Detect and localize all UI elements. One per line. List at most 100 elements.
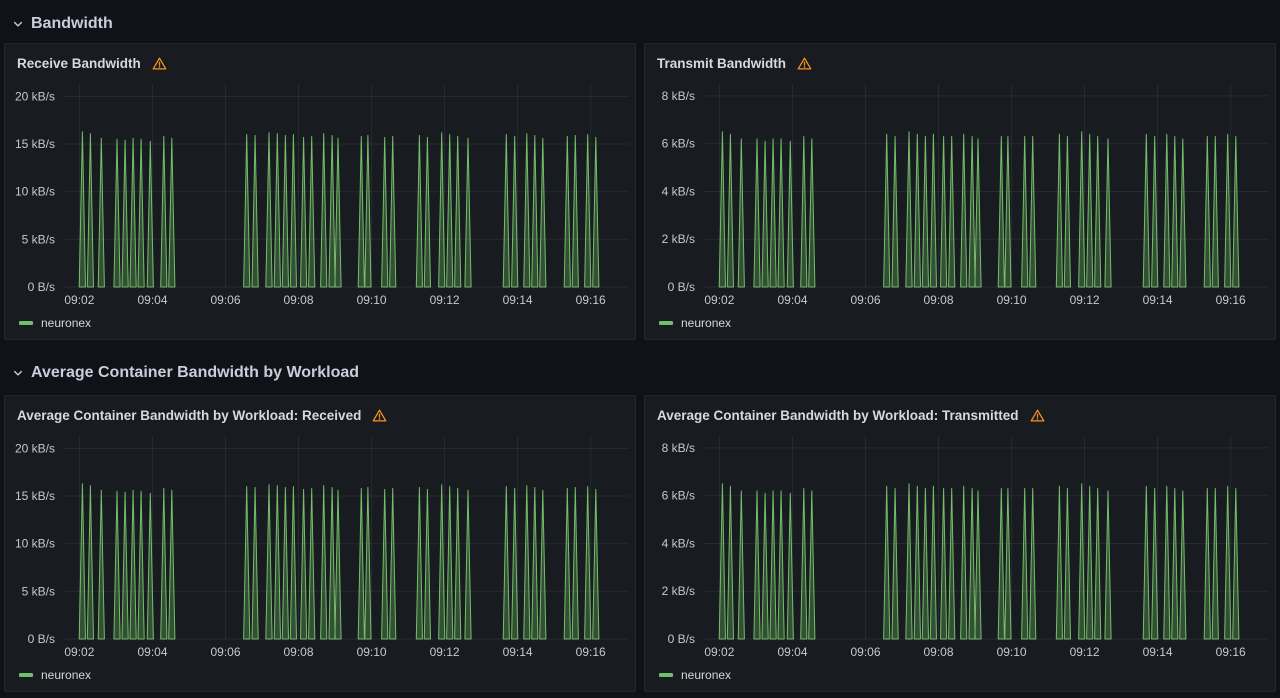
- svg-text:15 kB/s: 15 kB/s: [15, 489, 55, 503]
- svg-text:09:06: 09:06: [210, 645, 240, 659]
- panel-row-1: Receive Bandwidth 09:02 09:04 09:06 09:08 09…: [0, 43, 1280, 340]
- svg-text:09:10: 09:10: [997, 645, 1027, 659]
- svg-text:2 kB/s: 2 kB/s: [662, 232, 695, 246]
- svg-text:09:06: 09:06: [850, 645, 880, 659]
- svg-text:09:04: 09:04: [137, 645, 167, 659]
- svg-text:09:04: 09:04: [137, 293, 167, 307]
- legend-item-neuronex[interactable]: neuronex: [19, 668, 91, 682]
- legend-item-neuronex[interactable]: neuronex: [19, 316, 91, 330]
- svg-text:09:12: 09:12: [1070, 645, 1100, 659]
- svg-text:09:08: 09:08: [923, 645, 953, 659]
- warning-icon[interactable]: [372, 408, 387, 423]
- svg-text:09:04: 09:04: [777, 645, 807, 659]
- svg-text:09:08: 09:08: [923, 293, 953, 307]
- svg-text:09:14: 09:14: [1143, 293, 1173, 307]
- chart-canvas[interactable]: 09:02 09:04 09:06 09:08 09:10 09:12 09:14 09:16…: [7, 76, 637, 309]
- svg-text:20 kB/s: 20 kB/s: [15, 89, 55, 103]
- legend-label: neuronex: [41, 668, 92, 682]
- panel-avg-workload-received: Average Container Bandwidth by Workload:…: [4, 395, 636, 692]
- legend: neuronex: [645, 661, 1275, 691]
- svg-text:5 kB/s: 5 kB/s: [22, 232, 55, 246]
- svg-text:09:02: 09:02: [704, 645, 734, 659]
- panel-avg-workload-transmitted: Average Container Bandwidth by Workload:…: [644, 395, 1276, 692]
- chart-avg-workload-transmitted[interactable]: 09:02 09:04 09:06 09:08 09:10 09:12 09:14 09:16…: [645, 428, 1275, 661]
- svg-text:09:08: 09:08: [283, 293, 313, 307]
- panel-title-bar[interactable]: Average Container Bandwidth by Workload:…: [5, 396, 635, 428]
- svg-text:09:02: 09:02: [64, 645, 94, 659]
- legend-label: neuronex: [681, 668, 732, 682]
- chevron-down-icon: [12, 367, 24, 379]
- chart-receive-bandwidth[interactable]: 09:02 09:04 09:06 09:08 09:10 09:12 09:14 09:16…: [5, 76, 635, 309]
- legend-label: neuronex: [681, 316, 732, 330]
- svg-text:0 B/s: 0 B/s: [668, 632, 695, 646]
- legend-color-swatch: [19, 673, 33, 677]
- warning-icon[interactable]: [797, 56, 812, 71]
- legend-label: neuronex: [41, 316, 92, 330]
- svg-text:09:02: 09:02: [64, 293, 94, 307]
- chart-avg-workload-received[interactable]: 09:02 09:04 09:06 09:08 09:10 09:12 09:14 09:16…: [5, 428, 635, 661]
- svg-text:09:02: 09:02: [704, 293, 734, 307]
- panel-row-2: Average Container Bandwidth by Workload:…: [0, 395, 1280, 692]
- svg-text:6 kB/s: 6 kB/s: [662, 489, 695, 503]
- legend-item-neuronex[interactable]: neuronex: [659, 668, 731, 682]
- section-header-bandwidth[interactable]: Bandwidth: [0, 0, 1280, 43]
- svg-text:4 kB/s: 4 kB/s: [662, 537, 695, 551]
- svg-text:09:12: 09:12: [1070, 293, 1100, 307]
- chart-canvas[interactable]: 09:02 09:04 09:06 09:08 09:10 09:12 09:14 09:16…: [647, 428, 1277, 661]
- legend-color-swatch: [659, 321, 673, 325]
- svg-text:09:10: 09:10: [357, 293, 387, 307]
- panel-title: Transmit Bandwidth: [657, 56, 787, 71]
- svg-text:09:04: 09:04: [777, 293, 807, 307]
- svg-text:09:16: 09:16: [576, 645, 606, 659]
- section-header-avg-container-bandwidth[interactable]: Average Container Bandwidth by Workload: [0, 340, 1280, 395]
- chart-canvas[interactable]: 09:02 09:04 09:06 09:08 09:10 09:12 09:14 09:16…: [7, 428, 637, 661]
- svg-text:09:10: 09:10: [997, 293, 1027, 307]
- svg-text:10 kB/s: 10 kB/s: [15, 537, 55, 551]
- svg-text:0 B/s: 0 B/s: [28, 632, 55, 646]
- svg-text:5 kB/s: 5 kB/s: [22, 584, 55, 598]
- svg-text:09:14: 09:14: [1143, 645, 1173, 659]
- svg-text:09:16: 09:16: [1216, 645, 1246, 659]
- svg-text:09:14: 09:14: [503, 293, 533, 307]
- panel-title-bar[interactable]: Receive Bandwidth: [5, 44, 635, 76]
- svg-text:10 kB/s: 10 kB/s: [15, 185, 55, 199]
- panel-title-bar[interactable]: Transmit Bandwidth: [645, 44, 1275, 76]
- panel-title-bar[interactable]: Average Container Bandwidth by Workload:…: [645, 396, 1275, 428]
- warning-icon[interactable]: [152, 56, 167, 71]
- chevron-down-icon: [12, 18, 24, 30]
- legend-color-swatch: [659, 673, 673, 677]
- legend: neuronex: [5, 661, 635, 691]
- warning-icon[interactable]: [1030, 408, 1045, 423]
- legend-item-neuronex[interactable]: neuronex: [659, 316, 731, 330]
- svg-text:8 kB/s: 8 kB/s: [662, 441, 695, 455]
- svg-text:4 kB/s: 4 kB/s: [662, 185, 695, 199]
- panel-title: Receive Bandwidth: [17, 56, 141, 71]
- panel-receive-bandwidth: Receive Bandwidth 09:02 09:04 09:06 09:08 09…: [4, 43, 636, 340]
- legend: neuronex: [645, 309, 1275, 339]
- svg-text:09:06: 09:06: [210, 293, 240, 307]
- panel-title: Average Container Bandwidth by Workload:…: [17, 408, 362, 423]
- svg-text:0 B/s: 0 B/s: [28, 280, 55, 294]
- svg-text:09:06: 09:06: [850, 293, 880, 307]
- svg-text:09:10: 09:10: [357, 645, 387, 659]
- svg-text:8 kB/s: 8 kB/s: [662, 89, 695, 103]
- svg-text:09:08: 09:08: [283, 645, 313, 659]
- chart-canvas[interactable]: 09:02 09:04 09:06 09:08 09:10 09:12 09:14 09:16…: [647, 76, 1277, 309]
- legend-color-swatch: [19, 321, 33, 325]
- svg-text:15 kB/s: 15 kB/s: [15, 137, 55, 151]
- svg-text:2 kB/s: 2 kB/s: [662, 584, 695, 598]
- section-title: Average Container Bandwidth by Workload: [31, 364, 360, 381]
- section-avg-container-bandwidth: Average Container Bandwidth by Workload …: [0, 340, 1280, 692]
- svg-text:0 B/s: 0 B/s: [668, 280, 695, 294]
- section-title: Bandwidth: [31, 15, 113, 32]
- section-bandwidth: Bandwidth Receive Bandwidth 09:02 09:04 09…: [0, 0, 1280, 340]
- svg-text:20 kB/s: 20 kB/s: [15, 441, 55, 455]
- svg-text:6 kB/s: 6 kB/s: [662, 137, 695, 151]
- panel-title: Average Container Bandwidth by Workload:…: [657, 408, 1019, 423]
- panel-transmit-bandwidth: Transmit Bandwidth 09:02 09:04 09:06 09:08 0…: [644, 43, 1276, 340]
- svg-text:09:12: 09:12: [430, 293, 460, 307]
- svg-text:09:16: 09:16: [576, 293, 606, 307]
- legend: neuronex: [5, 309, 635, 339]
- chart-transmit-bandwidth[interactable]: 09:02 09:04 09:06 09:08 09:10 09:12 09:14 09:16…: [645, 76, 1275, 309]
